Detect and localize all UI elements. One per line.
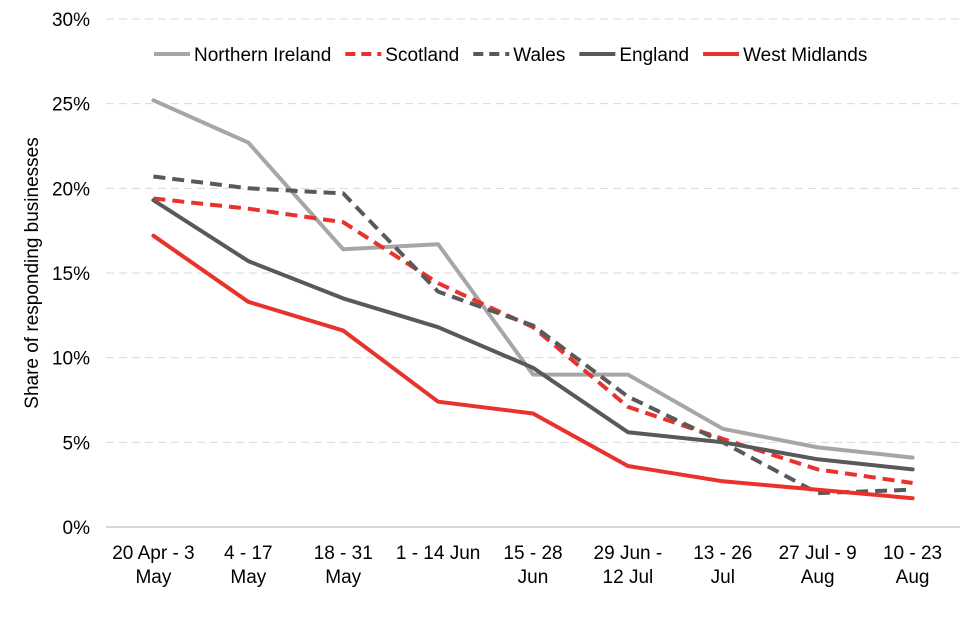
- x-tick-label: 1 - 14 Jun: [396, 543, 481, 564]
- y-tick-label: 5%: [63, 433, 91, 454]
- x-tick-label-line: Jul: [711, 567, 735, 588]
- x-tick-label-line: Aug: [801, 567, 835, 588]
- x-tick-label-line: May: [135, 567, 171, 588]
- x-tick-label-line: Jun: [518, 567, 549, 588]
- series-line-northern-ireland: [151, 98, 915, 460]
- x-tick-label: 27 Jul - 9 Aug: [779, 543, 857, 588]
- x-tick-label-line: 27 Jul - 9: [779, 543, 857, 564]
- x-tick-label-line: Aug: [896, 567, 930, 588]
- x-tick-label: 20 Apr - 3 May: [112, 543, 194, 588]
- series-line-wales: [153, 174, 913, 496]
- series-line-scotland: [153, 196, 913, 485]
- legend-label-northern-ireland: Northern Ireland: [194, 45, 331, 66]
- x-tick-label-line: 10 - 23: [883, 543, 942, 564]
- x-tick-label: 29 Jun - 12 Jul: [594, 543, 663, 588]
- x-tick-label-line: 29 Jun -: [594, 543, 663, 564]
- x-tick-label-line: 15 - 28: [503, 543, 562, 564]
- legend-label-wales: Wales: [513, 45, 565, 66]
- axes: 0% 5% 10% 15% 20% 25% 30% 20 Apr - 3 May 4 - 17 Ma…: [52, 10, 960, 588]
- x-tick-label: 4 - 17 May: [224, 543, 273, 588]
- y-tick-label: 0%: [63, 518, 91, 539]
- y-tick-label: 15%: [52, 264, 90, 285]
- y-tick-label: 10%: [52, 349, 90, 370]
- x-tick-label-line: 1 - 14 Jun: [396, 543, 481, 564]
- x-tick-label: 18 - 31 May: [314, 543, 373, 588]
- legend-label-scotland: Scotland: [385, 45, 459, 66]
- x-tick-label-line: 18 - 31: [314, 543, 373, 564]
- y-tick-label: 20%: [52, 179, 90, 200]
- legend-label-west-midlands: West Midlands: [743, 45, 867, 66]
- x-tick-label-line: 20 Apr - 3: [112, 543, 194, 564]
- y-axis-title: Share of responding businesses: [22, 137, 43, 408]
- legend-label-england: England: [619, 45, 689, 66]
- series-line-west-midlands: [151, 233, 915, 501]
- x-tick-label-line: May: [230, 567, 266, 588]
- x-tick-label-line: 13 - 26: [693, 543, 752, 564]
- y-tick-label: 30%: [52, 10, 90, 31]
- y-tick-label: 25%: [52, 95, 90, 116]
- legend: Northern Ireland Scotland Wales England West…: [154, 45, 867, 66]
- x-tick-label-line: 4 - 17: [224, 543, 273, 564]
- x-tick-label: 13 - 26 Jul: [693, 543, 752, 588]
- x-tick-label: 15 - 28 Jun: [503, 543, 562, 588]
- series-lines: [151, 98, 915, 501]
- x-tick-label-line: May: [325, 567, 361, 588]
- gridlines: [106, 18, 960, 443]
- x-tick-label-line: 12 Jul: [603, 567, 654, 588]
- series-line-england: [151, 198, 915, 472]
- x-tick-label: 10 - 23 Aug: [883, 543, 942, 588]
